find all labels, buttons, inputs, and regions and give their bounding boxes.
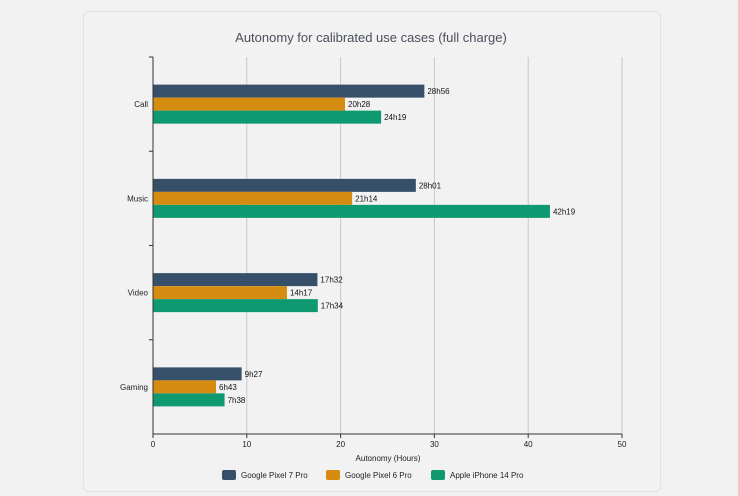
data-label: 14h17 xyxy=(290,289,313,298)
category-label: Video xyxy=(128,289,149,298)
data-label: 20h28 xyxy=(348,100,371,109)
data-label: 17h34 xyxy=(321,302,344,311)
legend-label: Google Pixel 7 Pro xyxy=(241,471,308,480)
bar xyxy=(153,191,353,205)
category-label: Gaming xyxy=(120,383,148,392)
bar xyxy=(153,178,416,192)
legend-label: Apple iPhone 14 Pro xyxy=(450,471,524,480)
legend-swatch xyxy=(222,470,236,480)
data-label: 24h19 xyxy=(384,113,407,122)
data-label: 28h01 xyxy=(419,181,442,190)
data-label: 21h14 xyxy=(355,194,378,203)
x-tick-label: 0 xyxy=(151,440,156,449)
x-axis-label: Autonomy (Hours) xyxy=(356,454,421,463)
bar xyxy=(153,393,225,407)
bar xyxy=(153,367,242,381)
category-label: Call xyxy=(134,100,148,109)
x-tick-label: 10 xyxy=(242,440,251,449)
bar xyxy=(153,299,318,313)
x-tick-label: 30 xyxy=(430,440,439,449)
legend-label: Google Pixel 6 Pro xyxy=(345,471,412,480)
legend: Google Pixel 7 Pro Google Pixel 6 Pro Appl… xyxy=(222,470,524,480)
x-tick-label: 50 xyxy=(618,440,627,449)
legend-swatch xyxy=(326,470,340,480)
axes: 0 10 20 30 40 50 Call Music Video Gaming xyxy=(120,56,627,449)
bars: 28h56 20h28 24h19 28h01 21h14 42h19 17h32 14h17… xyxy=(153,84,576,407)
x-tick-label: 20 xyxy=(336,440,345,449)
bar xyxy=(153,380,217,394)
category-label: Music xyxy=(127,194,148,203)
bar xyxy=(153,204,550,218)
bar xyxy=(153,273,318,287)
bar xyxy=(153,110,382,124)
bar xyxy=(153,286,287,300)
data-label: 6h43 xyxy=(219,383,237,392)
data-label: 9h27 xyxy=(245,370,263,379)
data-label: 7h38 xyxy=(228,396,246,405)
legend-swatch xyxy=(431,470,445,480)
data-label: 42h19 xyxy=(553,207,576,216)
bar xyxy=(153,97,346,111)
chart-title: Autonomy for calibrated use cases (full … xyxy=(235,30,507,45)
bar xyxy=(153,84,425,98)
x-tick-label: 40 xyxy=(524,440,533,449)
data-label: 17h32 xyxy=(320,276,343,285)
data-label: 28h56 xyxy=(427,87,450,96)
